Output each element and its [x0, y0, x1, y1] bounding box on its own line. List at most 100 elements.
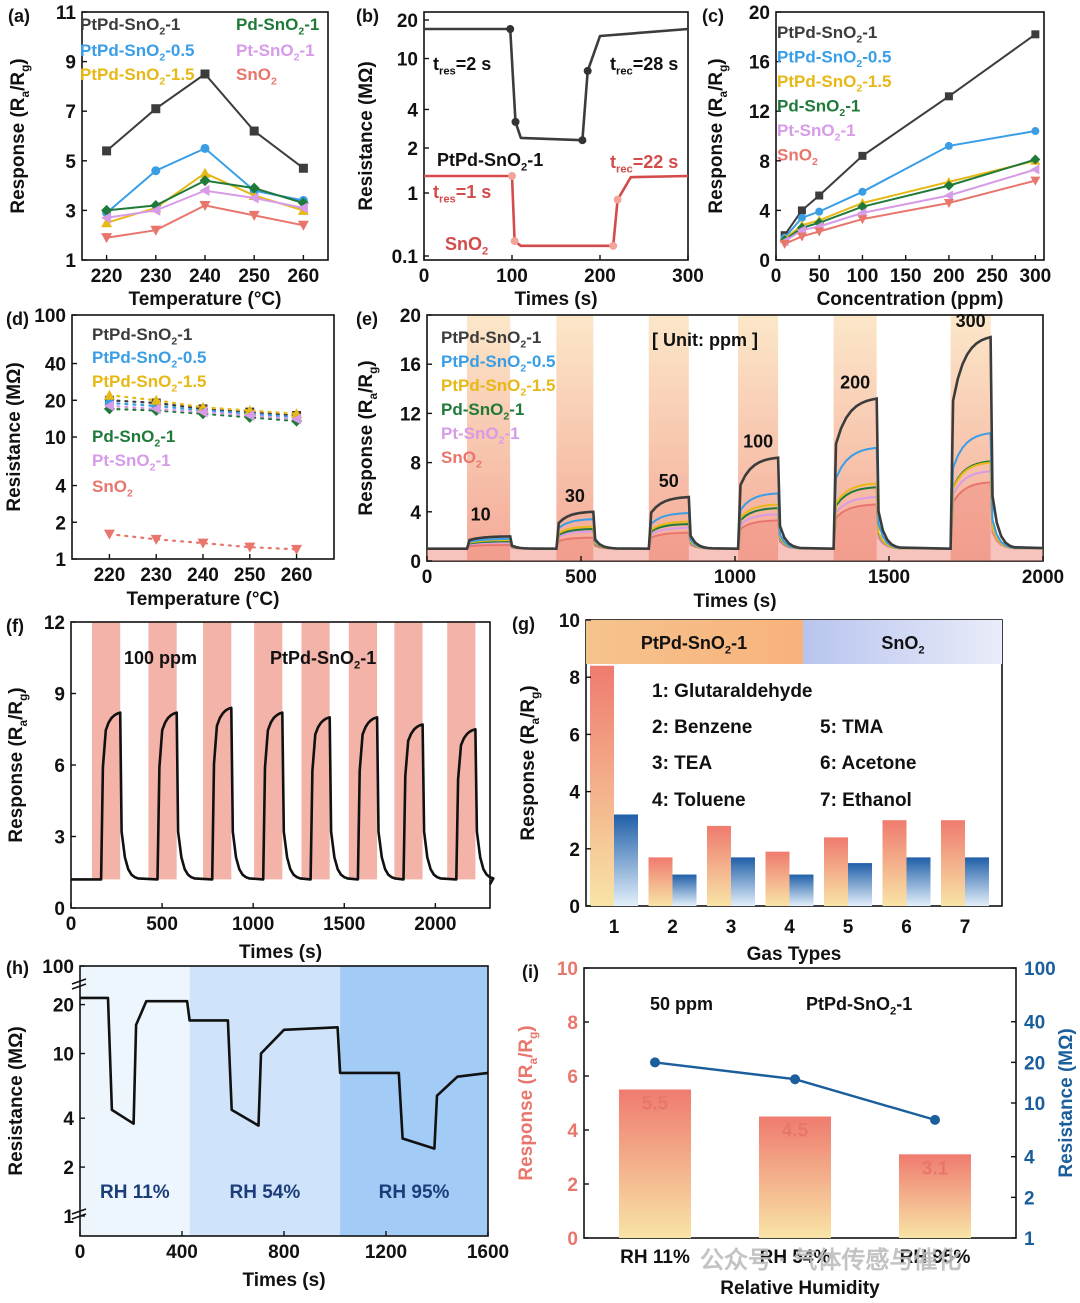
text-run: Resistance (MΩ)	[4, 362, 25, 511]
bar-response	[759, 1116, 831, 1238]
y-axis-label: Response (Ra/Rg)	[518, 685, 542, 840]
text-run: Response (	[516, 1078, 537, 1181]
y-tick-label: 0	[410, 552, 421, 573]
data-marker	[609, 241, 618, 250]
concentration-label: 50	[659, 471, 679, 491]
axis-break	[71, 978, 87, 990]
x-tick-label: 4	[784, 917, 795, 938]
text-run: SnO	[688, 633, 725, 653]
y-tick-label: 3	[54, 828, 65, 849]
subscript: 2	[839, 107, 845, 119]
legend-entry: PtPd-SnO2-1	[80, 15, 180, 37]
text-run: Resistance (MΩ)	[356, 61, 377, 210]
text-run: -1	[509, 400, 524, 419]
text-run: =1 s	[456, 182, 492, 202]
subscript: 2	[294, 51, 300, 63]
data-marker	[583, 66, 592, 75]
series-line	[424, 27, 689, 142]
text-run: SnO	[800, 121, 835, 140]
subscript: a	[717, 90, 730, 97]
text-run: t	[610, 152, 616, 172]
panel-h: 0 400 800 1200 1600 1 2 4 10 20 100 RH 11% RH 54% RH …	[6, 957, 509, 1291]
y-tick-label: 8	[567, 1013, 578, 1034]
y-tick-label: 8	[759, 152, 770, 173]
legend-entry: PtPd-SnO2-0.5	[80, 41, 195, 63]
y-tick-label: 100	[42, 957, 74, 978]
y-tick-label: 2	[569, 840, 580, 861]
text-run: SnO	[881, 633, 918, 653]
y-tick-label: 2	[407, 139, 418, 160]
y-tick-label-right: 4	[1024, 1148, 1035, 1169]
x-tick-label: 240	[189, 266, 221, 287]
data-marker	[150, 204, 161, 216]
bar-response	[899, 1154, 971, 1238]
x-tick-label: 500	[146, 914, 178, 935]
data-marker	[511, 117, 520, 126]
text-run: -1	[840, 121, 855, 140]
gas-pulse-band	[467, 315, 511, 561]
text-run: -1	[504, 424, 519, 443]
y-tick-label-right: 1	[1024, 1229, 1035, 1250]
subscript: res	[439, 194, 456, 206]
panel-label: (d)	[6, 309, 29, 329]
text-run: -1	[731, 633, 747, 653]
data-marker	[1031, 30, 1040, 39]
subscript: 2	[520, 362, 526, 374]
text-run: PtPd-	[441, 376, 485, 395]
text-run: SnO	[136, 372, 171, 391]
data-marker	[150, 534, 162, 545]
panel-e: 10 30 50 100 200 300 0 500 1000 1500 2000 0 4 8 12 16 20…	[356, 306, 1064, 612]
data-marker	[779, 239, 790, 249]
text-run: -1	[304, 15, 319, 34]
data-marker	[150, 225, 162, 236]
text-run: SnO	[821, 23, 856, 42]
y-tick-label: 20	[397, 11, 418, 32]
y-tick-label: 3	[65, 201, 76, 222]
x-tick-label: 240	[187, 565, 219, 586]
panel-label: (b)	[356, 6, 379, 26]
x-axis-label: Temperature (°C)	[127, 589, 280, 610]
legend-entry: Pt-SnO2-1	[92, 451, 171, 473]
bar-sno2	[906, 857, 931, 906]
text-run: SnO	[317, 648, 354, 668]
data-marker	[1030, 176, 1041, 186]
y-tick-label: 12	[44, 613, 65, 634]
series-area	[427, 482, 1043, 561]
x-tick-label: 800	[268, 1242, 300, 1263]
bar-value-label: 4.5	[782, 1121, 809, 1142]
text-run: Response (	[8, 111, 29, 214]
text-run: SnO	[124, 41, 159, 60]
text-run: SnO	[468, 400, 503, 419]
y-tick-label: 12	[400, 404, 421, 425]
text-run: t	[610, 54, 616, 74]
text-run: Pt-	[441, 424, 464, 443]
text-run: )	[8, 58, 29, 64]
text-run: SnO	[136, 348, 171, 367]
panel-label: (f)	[6, 616, 24, 636]
bar-ptpd	[824, 837, 848, 906]
data-marker	[248, 182, 260, 194]
x-tick-label: 1500	[868, 567, 910, 588]
y-tick-label: 6	[54, 756, 65, 777]
y-axis-label: Response (Ra/Rg)	[8, 58, 32, 213]
text-run: PtPd-	[777, 72, 821, 91]
text-run: -0.5	[165, 41, 194, 60]
text-run: PtPd-	[806, 994, 853, 1014]
gas-pulse-band	[301, 622, 330, 880]
text-run: SnO	[485, 328, 520, 347]
legend-entry: PtPd-SnO2-1	[92, 325, 192, 347]
text-run: -1	[160, 427, 175, 446]
subscript: 2	[271, 75, 277, 87]
text-run: /R	[6, 701, 27, 720]
x-tick-label: 1600	[467, 1242, 509, 1263]
data-marker	[103, 529, 115, 540]
data-marker	[506, 25, 515, 34]
y-tick-label: 8	[569, 668, 580, 689]
bar-sno2	[731, 857, 755, 906]
y-tick-label-right: 2	[1024, 1188, 1035, 1209]
data-marker	[613, 195, 622, 204]
text-run: PtPd-	[441, 352, 485, 371]
text-run: -0.5	[177, 348, 206, 367]
data-marker	[797, 206, 806, 215]
